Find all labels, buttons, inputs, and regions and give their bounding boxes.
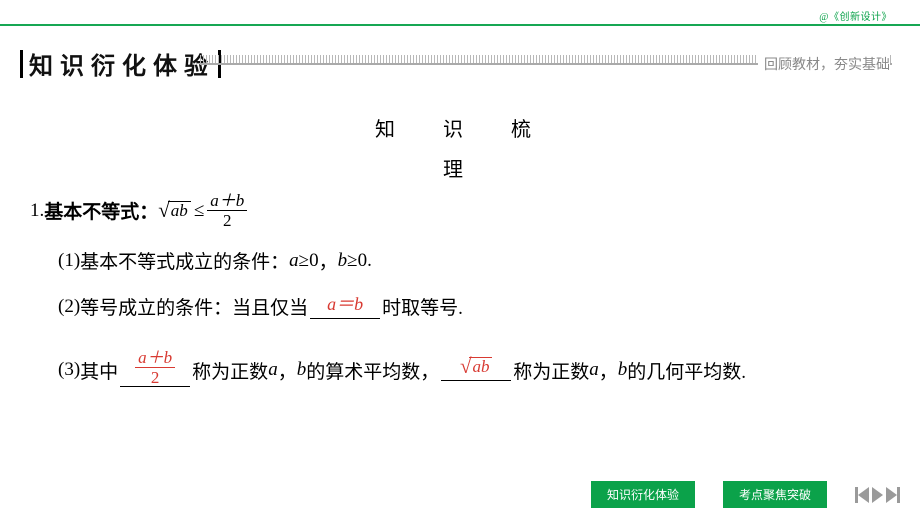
- blank-answer-sqrt: √ ab: [441, 356, 511, 381]
- item-1: 1. 基本不等式： √ ab ≤ a＋b 2: [30, 192, 890, 229]
- frac-den: 2: [223, 211, 232, 229]
- section-title: 知识衍化体验: [29, 46, 215, 81]
- comma: ，: [319, 247, 338, 274]
- triangle-right-icon: [886, 487, 897, 503]
- var-a: a: [289, 250, 299, 272]
- triangle-left-icon: [858, 487, 869, 503]
- zero: 0: [309, 250, 319, 272]
- brand-label: @《创新设计》: [819, 8, 892, 23]
- text: 的算术平均数，: [306, 357, 439, 384]
- sub-index: (3): [58, 359, 80, 381]
- le-symbol: ≤: [194, 200, 204, 222]
- comma: ，: [599, 357, 618, 384]
- fraction-red: a＋b 2: [135, 349, 175, 386]
- subitem-1: (1) 基本不等式成立的条件： a ≥ 0 ， b ≥ 0 .: [30, 247, 890, 274]
- nav-button-knowledge[interactable]: 知识衍化体验: [591, 481, 695, 508]
- ge: ≥: [347, 250, 357, 272]
- period: .: [367, 250, 372, 272]
- ge: ≥: [299, 250, 309, 272]
- accent-line: [0, 24, 920, 26]
- sqrt-ab: √ ab: [158, 200, 191, 221]
- nav-button-focus[interactable]: 考点聚焦突破: [723, 481, 827, 508]
- subitem-2: (2) 等号成立的条件：当且仅当 a＝b 时取等号.: [30, 292, 890, 321]
- var-a: a: [268, 359, 278, 381]
- text: 称为正数: [192, 357, 268, 384]
- sqrt-red: √ ab: [460, 356, 493, 377]
- text: 称为正数: [513, 357, 589, 384]
- var-b: b: [338, 250, 348, 272]
- center-title-line2: 理: [30, 150, 890, 190]
- comma: ，: [278, 357, 297, 384]
- text: 的几何平均数.: [627, 357, 746, 384]
- frac-num: a＋b: [207, 192, 247, 211]
- nav-controls: [855, 487, 900, 503]
- content-area: 知 识 梳 理 1. 基本不等式： √ ab ≤ a＋b 2 (1) 基本不等式…: [30, 110, 890, 389]
- frac-num: a＋b: [135, 349, 175, 368]
- blank-answer-frac: a＋b 2: [120, 349, 190, 387]
- vertical-bar-icon: [20, 50, 23, 78]
- var-a: a: [589, 359, 599, 381]
- text: 其中: [80, 357, 118, 384]
- fraction: a＋b 2: [207, 192, 247, 229]
- bottom-bar: 知识衍化体验 考点聚焦突破: [591, 481, 900, 508]
- subtitle: 回顾教材，夯实基础: [758, 54, 890, 74]
- sqrt-arg: ab: [469, 357, 492, 377]
- text: 时取等号.: [382, 293, 463, 320]
- frac-den: 2: [151, 368, 160, 386]
- zero: 0: [358, 250, 368, 272]
- center-title-line1: 知 识 梳: [30, 110, 890, 150]
- var-b: b: [618, 359, 628, 381]
- next-page-button[interactable]: [872, 487, 883, 503]
- first-page-button[interactable]: [855, 487, 869, 503]
- sub-index: (1): [58, 250, 80, 272]
- item-number: 1.: [30, 200, 44, 222]
- subitem-3: (3) 其中 a＋b 2 称为正数 a ， b 的算术平均数， √ ab 称为正…: [30, 351, 890, 389]
- item-label: 基本不等式：: [44, 197, 158, 224]
- text: 等号成立的条件：当且仅当: [80, 293, 308, 320]
- blank-answer: a＝b: [310, 290, 380, 319]
- sub-index: (2): [58, 296, 80, 318]
- sqrt-arg: ab: [168, 201, 191, 221]
- var-b: b: [297, 359, 307, 381]
- last-page-button[interactable]: [886, 487, 900, 503]
- bar-icon: [897, 487, 900, 503]
- text: 基本不等式成立的条件：: [80, 247, 289, 274]
